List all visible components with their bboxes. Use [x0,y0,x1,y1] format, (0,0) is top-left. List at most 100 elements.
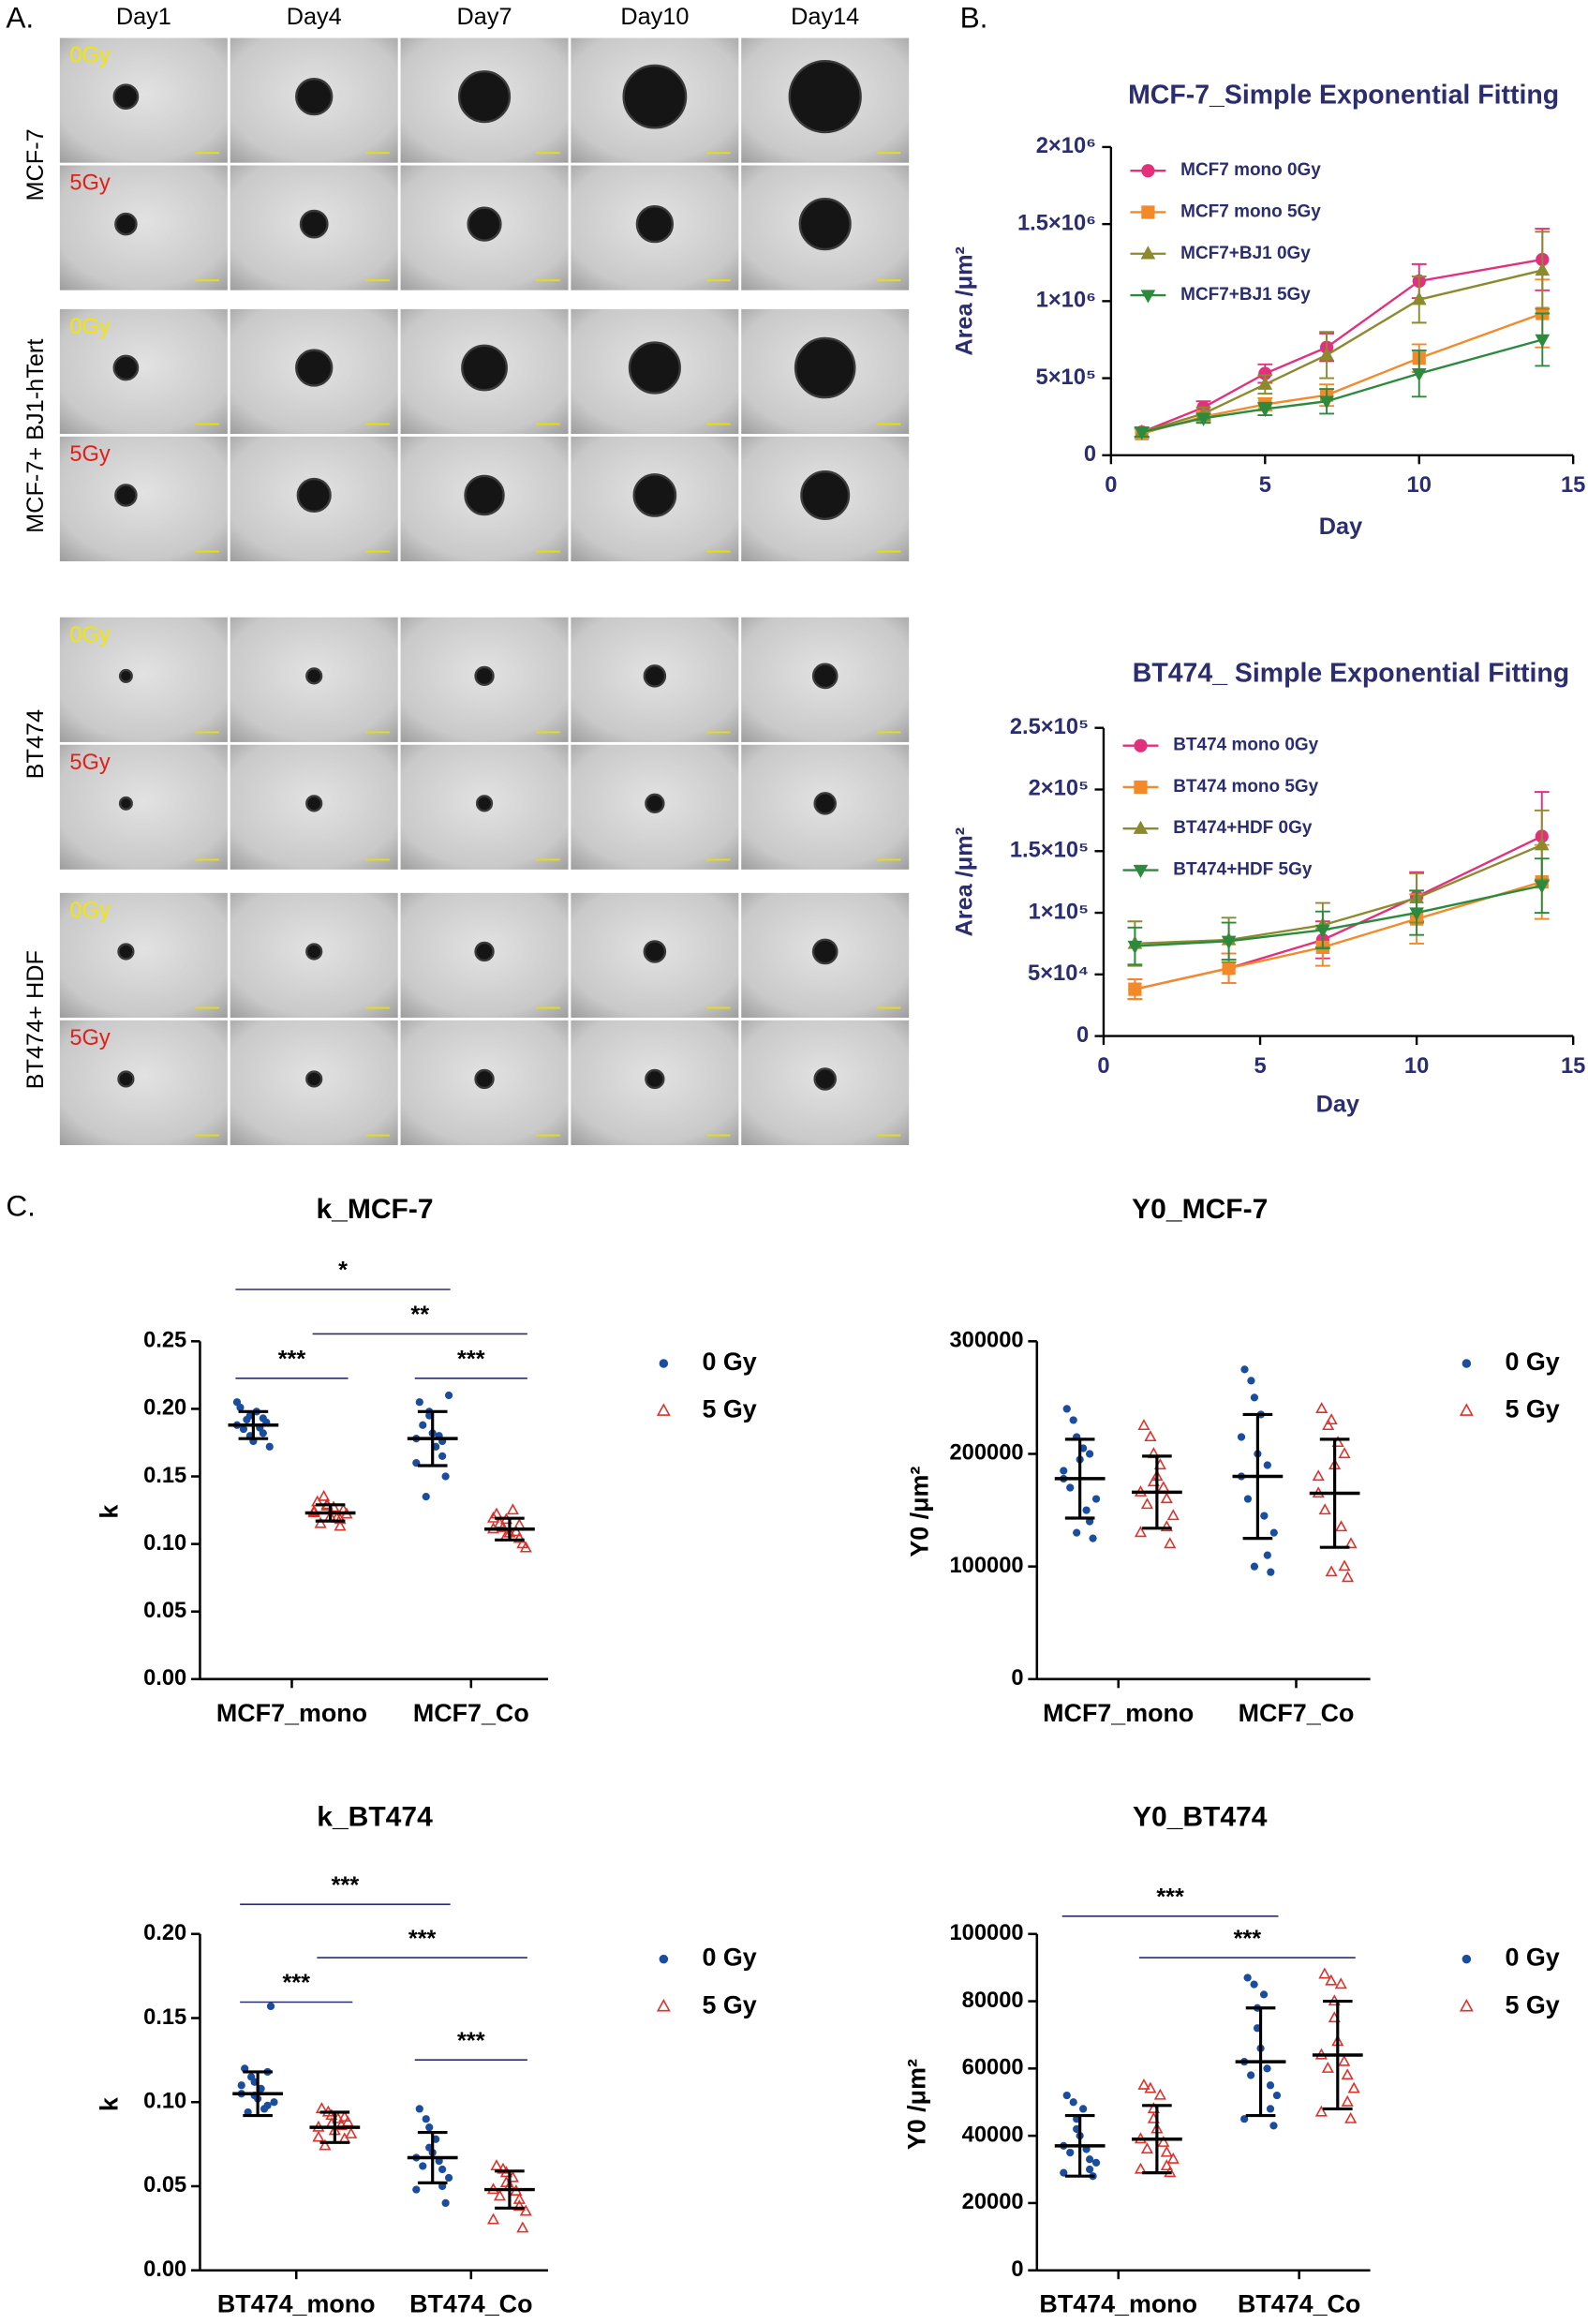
y-tick-label: 20000 [962,2190,1024,2214]
spheroid [622,64,688,129]
y-tick-label: 0.05 [143,1599,186,1623]
y-tick-label: 200000 [949,1441,1023,1466]
data-point [1269,1528,1278,1537]
dose-label: 0Gy [69,899,111,923]
data-point [1325,1413,1338,1425]
data-point [1128,982,1142,996]
legend-marker [1459,1403,1474,1416]
spheroid [628,341,681,395]
legend-label: 0 Gy [1505,1944,1559,1972]
x-tick-label: 5 [1254,1054,1266,1079]
data-point [1082,1506,1091,1514]
spheroid [305,795,323,812]
spheroid [305,1070,323,1088]
data-point [1240,1365,1249,1374]
chart-title: k_BT474 [317,1801,433,1832]
y-tick-label: 0.00 [143,1666,186,1691]
data-point [512,2192,526,2204]
micrograph [739,891,911,1020]
spheroid [296,477,332,514]
data-point [1091,2158,1101,2167]
data-point [243,1415,251,1424]
data-point [1237,1433,1246,1441]
data-point [438,1452,447,1461]
column-header: Day4 [287,4,342,30]
data-point [1338,1447,1351,1459]
data-point [512,1518,526,1530]
x-tick-label: BT474_mono [1039,2290,1197,2318]
y-tick-label: 1×10⁵ [1029,900,1090,924]
spheroid [295,77,334,116]
legend-label: 0 Gy [702,1348,756,1376]
data-point [1134,1526,1148,1538]
significance-label: *** [457,2028,485,2054]
data-point [497,1520,510,1532]
data-point [1411,367,1427,382]
data-point [422,2115,430,2123]
data-point [1314,2105,1328,2117]
data-point [1325,1974,1338,1986]
data-point [1259,1990,1269,1999]
panel-label: B. [960,0,988,34]
x-tick-label: BT474_Co [409,2290,532,2318]
data-point [1079,2105,1088,2113]
data-point [232,1398,242,1407]
legend-marker [1141,164,1155,178]
y-tick-label: 0.10 [143,1531,186,1556]
legend-marker [1133,820,1149,834]
micrograph [570,164,740,291]
data-point [512,1531,526,1543]
legend-marker [1140,246,1156,260]
chart-title: BT474_ Simple Exponential Fitting [1133,658,1569,688]
legend-marker [1459,1998,1474,2012]
spheroid [117,1070,135,1088]
y-tick-label: 0.15 [143,1464,186,1488]
y-tick-label: 300000 [949,1329,1023,1353]
data-point [1321,2062,1334,2073]
data-point [247,2073,256,2081]
micrograph [58,37,230,164]
data-point [259,1414,267,1423]
data-point [1344,1537,1358,1549]
legend-label: MCF7+BJ1 0Gy [1180,244,1311,263]
y-tick-label: 1.5×10⁵ [1010,839,1089,863]
data-point [1140,2142,1154,2154]
x-tick-label: 15 [1561,1054,1585,1079]
spheroid [643,664,667,688]
y-tick-label: 2×10⁵ [1029,777,1090,801]
data-point [1318,1503,1331,1515]
data-point [1263,1461,1271,1469]
data-point [441,2198,450,2208]
data-point [1263,1551,1271,1559]
data-point [334,1512,347,1525]
data-point [1347,2081,1360,2093]
y-tick-label: 100000 [949,1921,1023,1945]
data-point [319,2138,332,2151]
data-point [307,1504,320,1516]
y-tick-label: 1.5×10⁶ [1017,211,1096,235]
column-header: Day7 [457,4,512,30]
y-tick-label: 1×10⁶ [1036,289,1096,313]
micrograph [58,743,230,872]
data-point [1243,1974,1252,1982]
y-axis-label: k [96,1505,124,1519]
spheroid [474,1068,495,1090]
data-point [1250,1562,1259,1571]
x-tick-label: 10 [1407,473,1432,498]
data-point [1260,1512,1269,1520]
micrograph [58,164,230,291]
data-point [1318,1967,1331,1979]
legend-label: BT474+HDF 5Gy [1173,860,1313,880]
legend-label: 5 Gy [1505,1990,1559,2019]
data-point [1144,1430,1157,1442]
spheroid [632,473,677,517]
legend-label: MCF7 mono 5Gy [1180,201,1321,221]
data-point [1066,1483,1075,1492]
y-axis-label: Y0 /μm² [902,2059,930,2150]
data-point [1157,2135,1170,2147]
data-point [1127,940,1143,955]
data-point [438,2165,447,2174]
chart-title: MCF-7_Simple Exponential Fitting [1128,81,1559,111]
spheroid [467,206,502,242]
